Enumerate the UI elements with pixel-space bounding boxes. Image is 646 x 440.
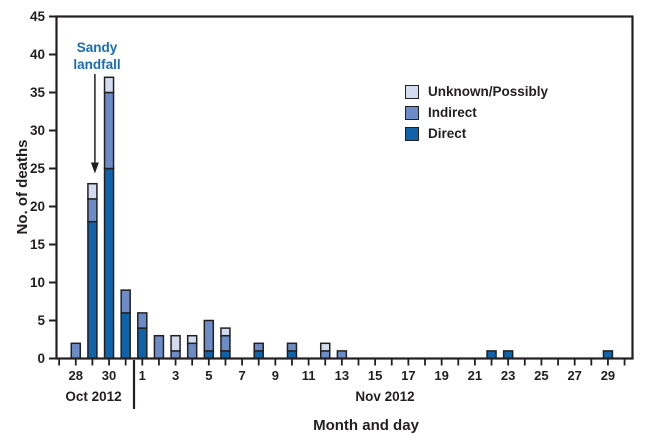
y-tick-label: 30 — [30, 123, 45, 138]
legend-item-unknown: Unknown/Possibly — [405, 84, 548, 100]
bar-segment-unknown — [170, 334, 181, 352]
y-tick-label: 0 — [37, 351, 45, 366]
bar-segment-direct — [87, 220, 98, 360]
x-tick-label: 21 — [468, 368, 482, 383]
plot-border — [55, 15, 634, 360]
bar-segment-indirect — [87, 198, 98, 223]
x-tick-label: 19 — [434, 368, 448, 383]
bar-segment-direct — [137, 327, 148, 360]
legend-label-direct: Direct — [428, 126, 467, 142]
x-tick-label: 1 — [139, 368, 146, 383]
y-tick-label: 40 — [30, 47, 45, 62]
y-axis-title: No. of deaths — [14, 139, 31, 234]
x-tick-label: 17 — [401, 368, 415, 383]
bar-segment-direct — [220, 350, 231, 360]
bar-segment-direct — [502, 350, 514, 360]
bar-segment-indirect — [336, 350, 348, 360]
y-tick-label: 25 — [30, 161, 46, 176]
bar-segment-indirect — [153, 334, 165, 360]
bar-segment-indirect — [70, 342, 82, 360]
legend-item-direct: Direct — [405, 126, 548, 142]
bar-segment-unknown — [87, 182, 98, 200]
bar-segment-direct — [253, 350, 264, 360]
legend-swatch-direct-icon — [405, 127, 419, 142]
x-tick-label: 30 — [102, 368, 116, 383]
x-tick-label: 15 — [368, 368, 382, 383]
x-tick-label: 13 — [335, 368, 349, 383]
bar-segment-unknown — [103, 76, 115, 94]
chart-legend: Unknown/Possibly Indirect Direct — [405, 84, 548, 143]
y-tick-label: 45 — [30, 9, 46, 24]
x-axis-title: Month and day — [313, 417, 419, 434]
x-tick-label: 29 — [601, 368, 615, 383]
legend-swatch-indirect-icon — [405, 106, 419, 121]
bar-segment-indirect — [170, 350, 181, 360]
bar-segment-indirect — [220, 334, 231, 352]
x-tick-label: 23 — [501, 368, 515, 383]
bar-segment-indirect — [253, 342, 264, 352]
y-tick-label: 15 — [30, 237, 46, 252]
bar-segment-indirect — [186, 342, 198, 360]
bar-segment-direct — [203, 350, 215, 360]
bar-segment-indirect — [319, 350, 331, 360]
bar-segment-direct — [286, 350, 298, 360]
y-tick-label: 20 — [30, 199, 45, 214]
bar-segment-direct — [120, 312, 131, 360]
month-label-oct: Oct 2012 — [65, 389, 121, 404]
bar-segment-indirect — [103, 91, 115, 170]
x-tick-label: 28 — [69, 368, 83, 383]
y-tick-label: 35 — [30, 85, 46, 100]
bar-segment-indirect — [120, 289, 131, 314]
bar-segment-unknown — [220, 327, 231, 337]
bar-segment-direct — [486, 350, 497, 360]
legend-swatch-unknown-icon — [405, 85, 419, 100]
bar-segment-direct — [602, 350, 614, 360]
bar-segment-indirect — [203, 319, 215, 352]
x-tick-label: 9 — [272, 368, 279, 383]
y-tick-label: 10 — [30, 275, 45, 290]
x-tick-label: 27 — [567, 368, 581, 383]
x-tick-label: 25 — [534, 368, 548, 383]
legend-label-unknown: Unknown/Possibly — [428, 84, 549, 99]
bar-segment-unknown — [186, 334, 198, 345]
bar-segment-indirect — [137, 312, 148, 329]
annotation-line-2: landfall — [73, 57, 120, 72]
x-tick-label: 11 — [302, 368, 316, 383]
bar-segment-indirect — [286, 342, 298, 352]
bar-segment-direct — [103, 167, 115, 360]
legend-item-indirect: Indirect — [405, 105, 548, 121]
x-tick-label: 5 — [205, 368, 212, 383]
annotation-arrowhead-icon — [90, 162, 99, 174]
month-label-nov: Nov 2012 — [355, 389, 414, 404]
x-tick-label: 7 — [238, 368, 245, 383]
x-tick-label: 3 — [172, 368, 179, 383]
legend-label-indirect: Indirect — [428, 105, 477, 121]
bar-segment-unknown — [319, 342, 331, 352]
y-tick-label: 5 — [37, 313, 45, 328]
annotation-line-1: Sandy — [77, 40, 118, 55]
